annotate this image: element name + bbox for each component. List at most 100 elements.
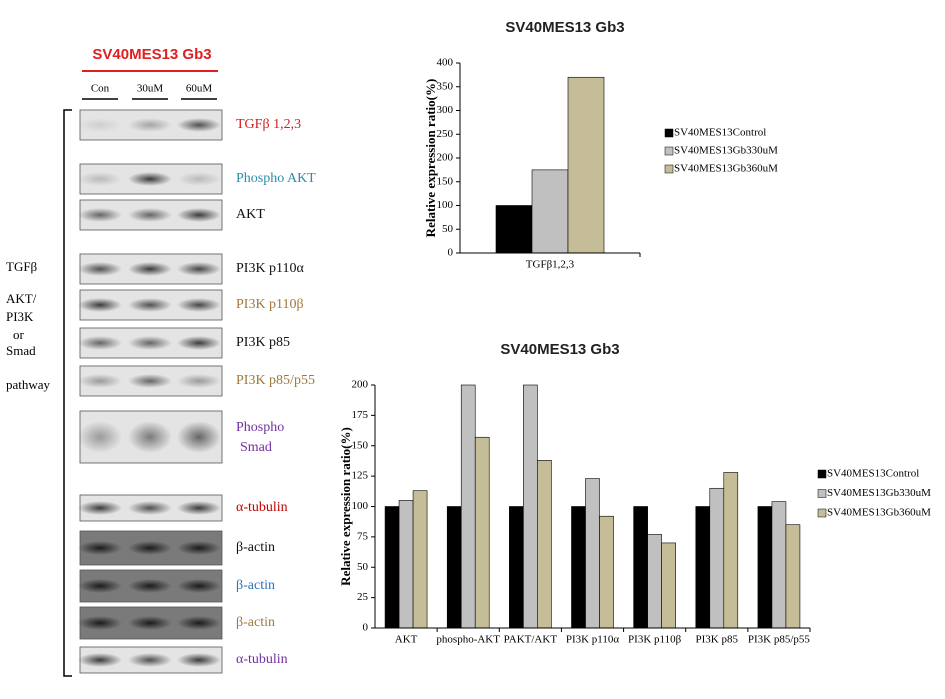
band [78,421,122,453]
band [177,579,221,593]
y-tick-label: 0 [363,622,369,634]
band [78,616,122,630]
y-tick-label: 75 [357,530,369,542]
bar [398,500,414,629]
band [78,336,122,350]
side-label: Smad [6,343,36,358]
x-tick-label: phospho-AKT [436,634,500,646]
band [78,298,122,312]
bracket [63,109,72,677]
y-tick-label: 150 [437,175,454,187]
legend-swatch [664,128,674,138]
y-axis-label: Relative expression ratio(%) [423,79,438,238]
band [177,208,221,222]
bar [785,524,801,629]
band [177,374,221,388]
bar [531,169,569,254]
band [128,616,172,630]
bar [633,506,648,629]
legend-label: SV40MES13Gb360uM [674,163,778,175]
band-label-part: Phospho [236,420,284,435]
y-axis-label: Relative expression ratio(%) [338,427,353,586]
x-tick-label: PI3K p85/p55 [748,634,811,646]
bar [446,506,462,629]
y-tick-label: 175 [352,409,369,421]
bar [384,506,400,629]
bar [709,487,725,629]
band-label: PI3K p85 [236,335,290,350]
band [128,208,172,222]
chart-title: SV40MES13 Gb3 [505,19,624,36]
legend-label: SV40MES13Gb360uM [827,507,931,519]
y-tick-label: 300 [437,104,454,116]
band [128,501,172,515]
band [177,421,221,453]
side-label: or [13,327,25,342]
band [177,653,221,667]
y-tick-label: 125 [352,470,369,482]
band [78,541,122,555]
bar [567,76,605,254]
y-tick-label: 50 [357,561,369,573]
bar [771,501,787,629]
x-tick-label: PI3K p110α [566,634,620,646]
band-label-part: Smad [240,440,272,455]
band [128,541,172,555]
band [128,118,172,132]
bar [599,515,614,629]
y-tick-label: 400 [437,57,454,69]
band-label: TGFβ 1,2,3 [236,117,301,132]
band [78,262,122,276]
y-tick-label: 350 [437,80,454,92]
legend-swatch [817,489,827,498]
band [128,298,172,312]
x-tick-label: TGFβ1,2,3 [526,259,575,271]
band [78,208,122,222]
band [78,118,122,132]
band [78,653,122,667]
x-tick-label: AKT [395,634,418,646]
y-tick-label: 150 [352,439,369,451]
band [78,172,122,186]
lane-label: 30uM [137,83,164,95]
side-label: PI3K [6,309,34,324]
blot-header: SV40MES13 Gb3 [92,46,211,63]
chart-title: SV40MES13 Gb3 [500,341,619,358]
band [78,579,122,593]
y-tick-label: 100 [352,500,369,512]
band [177,501,221,515]
band-label: α-tubulin [236,652,288,667]
legend-label: SV40MES13Control [827,468,919,480]
band [128,262,172,276]
x-tick-label: PAKT/AKT [504,634,558,646]
band [128,336,172,350]
bar [695,506,711,629]
legend-swatch [817,469,827,479]
band-label: β-actin [236,540,275,555]
band [128,172,172,186]
legend-label: SV40MES13Gb330uM [827,487,931,499]
band-label: β-actin [236,615,275,630]
bar [571,506,586,629]
band [128,653,172,667]
band-label: α-tubulin [236,500,288,515]
band-label: Phospho Smad [236,420,284,455]
y-tick-label: 0 [448,247,454,259]
band-label: β-actin [236,578,275,593]
bar [757,506,773,629]
legend-swatch [817,508,827,518]
y-tick-label: 50 [442,223,454,235]
lane-label: 60uM [186,83,213,95]
bar [585,478,600,629]
band [128,579,172,593]
bar [495,205,533,254]
band [128,374,172,388]
band-label: PI3K p110α [236,261,305,276]
legend-label: SV40MES13Control [674,127,766,139]
band [128,421,172,453]
band [78,501,122,515]
y-tick-label: 200 [352,379,369,391]
band [177,541,221,555]
legend-label: SV40MES13Gb330uM [674,145,778,157]
